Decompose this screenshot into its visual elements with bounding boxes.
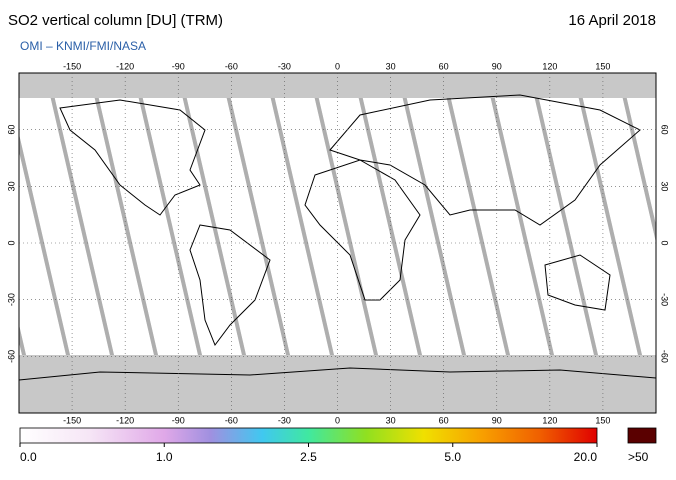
polar-cap: [19, 355, 656, 413]
lon-tick-label: 0: [335, 61, 340, 71]
swath-overlap: [50, 95, 114, 355]
swath-overlap: [19, 324, 26, 355]
lon-tick-label: 30: [386, 415, 396, 425]
colorbar-tick-label: 2.5: [300, 450, 317, 464]
swath: [362, 95, 462, 355]
lon-tick-label: -30: [278, 61, 291, 71]
swath: [98, 95, 198, 355]
colorbar-tick-label: 1.0: [156, 450, 173, 464]
colorbar-overflow-label: >50: [628, 450, 649, 464]
coastline: [59, 99, 206, 216]
colorbar-overflow: [627, 427, 657, 444]
coastline: [544, 254, 611, 311]
swath-overlap: [19, 134, 70, 355]
swath-overlap: [270, 95, 334, 355]
lon-tick-label: 120: [542, 415, 557, 425]
lat-tick-label: 60: [6, 125, 16, 135]
coastline: [19, 367, 656, 413]
title: SO2 vertical column [DU] (TRM): [8, 12, 223, 29]
swath: [494, 95, 594, 355]
lat-tick-label: 30: [660, 181, 670, 191]
lat-tick-label: -60: [660, 350, 670, 363]
lon-tick-label: 60: [439, 415, 449, 425]
swath-overlap: [622, 95, 656, 243]
lon-tick-label: -150: [63, 61, 81, 71]
lon-tick-label: 60: [439, 61, 449, 71]
colorbar-tick-label: 5.0: [444, 450, 461, 464]
coastline: [304, 159, 421, 301]
swath: [406, 95, 506, 355]
lat-tick-label: 60: [660, 125, 670, 135]
lon-tick-label: 150: [595, 61, 610, 71]
swath: [274, 95, 374, 355]
lon-tick-label: -90: [172, 61, 185, 71]
swath: [230, 95, 330, 355]
lat-tick-label: 30: [6, 181, 16, 191]
swath-overlap: [182, 95, 246, 355]
colorbar: [19, 427, 598, 444]
swath: [186, 95, 286, 355]
swath: [582, 95, 656, 355]
swath: [54, 95, 154, 355]
source: OMI – KNMI/FMI/NASA: [20, 39, 146, 53]
colorbar-tick-label: 20.0: [574, 450, 598, 464]
lon-tick-label: 30: [386, 61, 396, 71]
lon-tick-label: 150: [595, 415, 610, 425]
swath: [142, 95, 242, 355]
swath-overlap: [578, 95, 642, 355]
swath: [318, 95, 418, 355]
swath: [538, 95, 638, 355]
lon-tick-label: -60: [225, 415, 238, 425]
lon-tick-label: -150: [63, 415, 81, 425]
lat-tick-label: -60: [6, 350, 16, 363]
map: [19, 73, 676, 413]
coastline: [329, 94, 641, 226]
swath: [19, 95, 110, 355]
lat-tick-label: -30: [6, 293, 16, 306]
lon-tick-label: 120: [542, 61, 557, 71]
lon-tick-label: 90: [492, 415, 502, 425]
swath-overlap: [490, 95, 554, 355]
lon-tick-label: -30: [278, 415, 291, 425]
swath-overlap: [226, 95, 290, 355]
coastline: [189, 224, 271, 347]
swath: [670, 95, 676, 355]
swath-overlap: [534, 95, 598, 355]
swath: [450, 95, 550, 355]
lon-tick-label: 90: [492, 61, 502, 71]
lon-tick-label: -90: [172, 415, 185, 425]
swath-overlap: [446, 95, 510, 355]
lon-tick-label: -120: [116, 415, 134, 425]
swath-overlap: [94, 95, 158, 355]
lat-tick-label: 0: [660, 240, 670, 245]
swath-overlap: [138, 95, 202, 355]
lat-tick-label: 0: [6, 240, 16, 245]
lon-tick-label: 0: [335, 415, 340, 425]
date: 16 April 2018: [568, 12, 656, 29]
lat-tick-label: -30: [660, 293, 670, 306]
swath-overlap: [402, 95, 466, 355]
colorbar-tick-label: 0.0: [20, 450, 37, 464]
lon-tick-label: -120: [116, 61, 134, 71]
swath-overlap: [358, 95, 422, 355]
lon-tick-label: -60: [225, 61, 238, 71]
